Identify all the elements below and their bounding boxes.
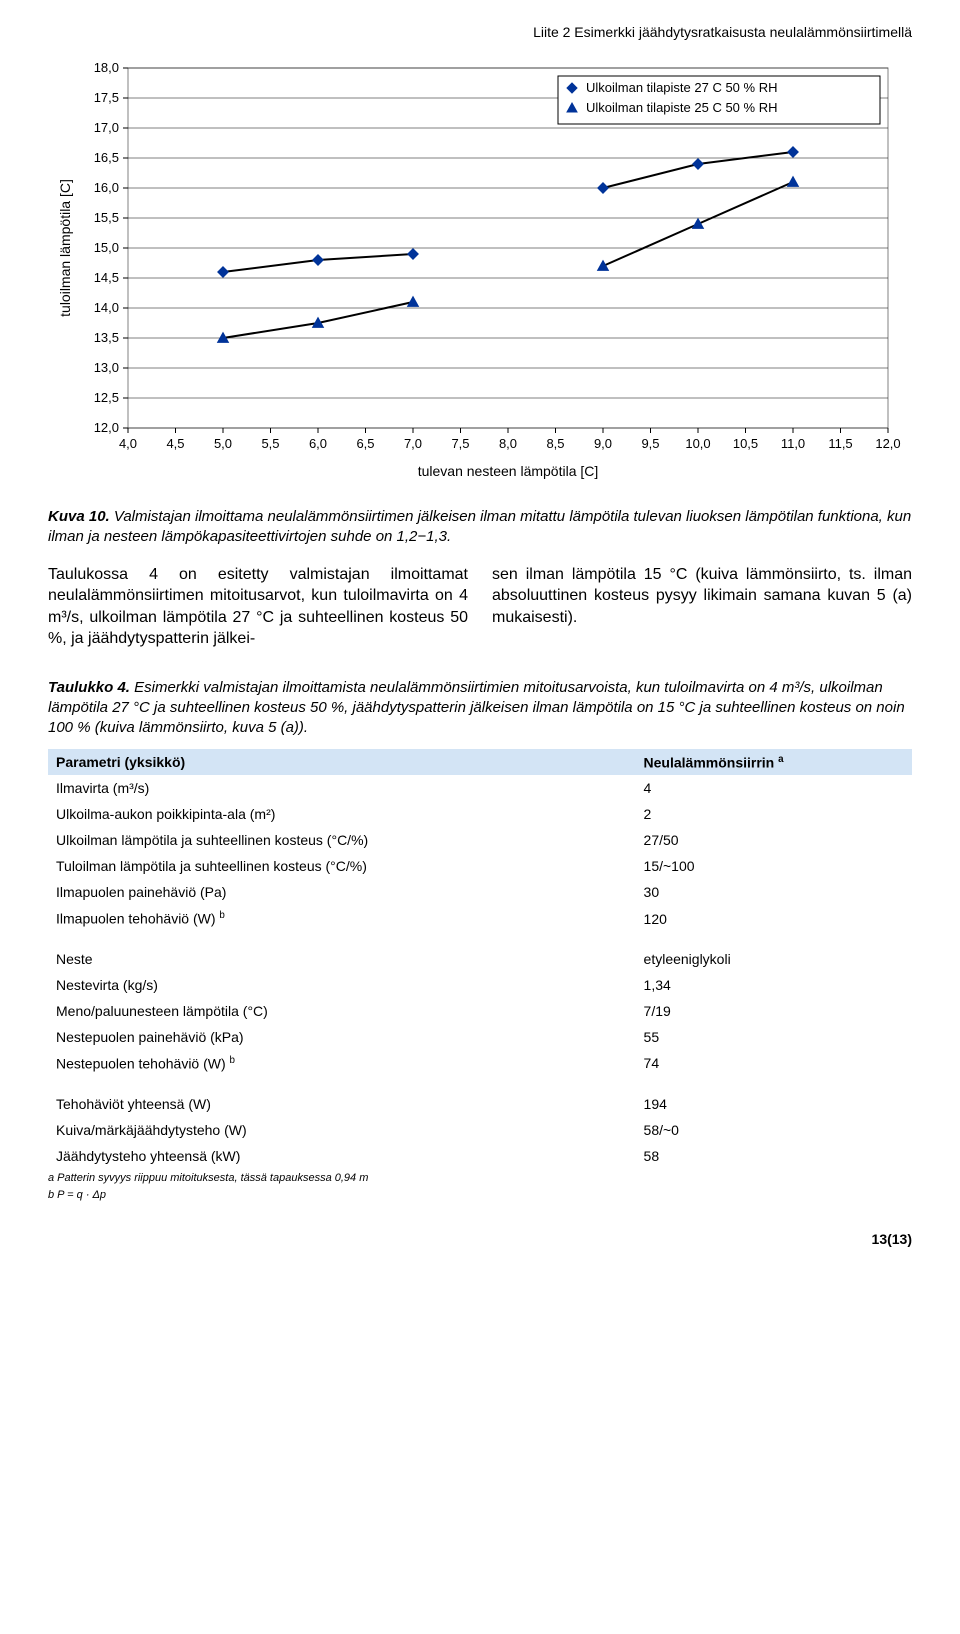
svg-text:6,0: 6,0 <box>309 436 327 451</box>
table-cell-value: 2 <box>636 801 912 827</box>
table-row: Jäähdytysteho yhteensä (kW)58 <box>48 1143 912 1169</box>
svg-text:7,5: 7,5 <box>451 436 469 451</box>
svg-text:13,5: 13,5 <box>94 330 119 345</box>
svg-text:9,0: 9,0 <box>594 436 612 451</box>
figure-caption: Kuva 10. Valmistajan ilmoittama neulaläm… <box>48 507 912 548</box>
parameters-table: Parametri (yksikkö)Neulalämmönsiirrin aI… <box>48 749 912 1169</box>
body-col-left: Taulukossa 4 on esitetty valmistajan ilm… <box>48 564 468 650</box>
table-row: Nestepuolen painehäviö (kPa)55 <box>48 1024 912 1050</box>
table-cell-value: 58 <box>636 1143 912 1169</box>
table-header-param: Parametri (yksikkö) <box>48 749 636 776</box>
svg-text:9,5: 9,5 <box>641 436 659 451</box>
table-cell-value: 194 <box>636 1091 912 1117</box>
svg-text:15,0: 15,0 <box>94 240 119 255</box>
footnote: a Patterin syvyys riippuu mitoituksesta,… <box>48 1171 912 1186</box>
table-cell-param: Ilmavirta (m³/s) <box>48 775 636 801</box>
svg-text:Ulkoilman tilapiste 27 C 50 %: Ulkoilman tilapiste 27 C 50 % RH <box>586 80 777 95</box>
table-header-row: Parametri (yksikkö)Neulalämmönsiirrin a <box>48 749 912 776</box>
table-spacer <box>48 1077 912 1091</box>
table-cell-value: 7/19 <box>636 998 912 1024</box>
svg-text:10,0: 10,0 <box>685 436 710 451</box>
table-cell-param: Jäähdytysteho yhteensä (kW) <box>48 1143 636 1169</box>
table-cell-value: 27/50 <box>636 827 912 853</box>
svg-text:17,5: 17,5 <box>94 90 119 105</box>
svg-text:13,0: 13,0 <box>94 360 119 375</box>
svg-text:14,0: 14,0 <box>94 300 119 315</box>
page-number: 13(13) <box>48 1231 912 1247</box>
table-cell-value: 1,34 <box>636 972 912 998</box>
table-cell-param: Tuloilman lämpötila ja suhteellinen kost… <box>48 853 636 879</box>
table-cell-param: Ulkoilma-aukon poikkipinta-ala (m²) <box>48 801 636 827</box>
svg-text:8,0: 8,0 <box>499 436 517 451</box>
table-row: Meno/paluunesteen lämpötila (°C)7/19 <box>48 998 912 1024</box>
table-row: Nestevirta (kg/s)1,34 <box>48 972 912 998</box>
table-row: Ulkoilma-aukon poikkipinta-ala (m²)2 <box>48 801 912 827</box>
table-cell-param: Ilmapuolen tehohäviö (W) b <box>48 905 636 932</box>
svg-text:4,5: 4,5 <box>166 436 184 451</box>
table-row: Ilmavirta (m³/s)4 <box>48 775 912 801</box>
svg-text:11,0: 11,0 <box>781 436 805 451</box>
table-cell-value: 120 <box>636 905 912 932</box>
table-cell-param: Nestepuolen painehäviö (kPa) <box>48 1024 636 1050</box>
table-cell-param: Ulkoilman lämpötila ja suhteellinen kost… <box>48 827 636 853</box>
svg-text:11,5: 11,5 <box>828 436 852 451</box>
svg-text:tulevan nesteen lämpötila [C]: tulevan nesteen lämpötila [C] <box>418 463 599 479</box>
table-row: Nesteetyleeniglykoli <box>48 946 912 972</box>
table-cell-value: 4 <box>636 775 912 801</box>
svg-text:5,0: 5,0 <box>214 436 232 451</box>
page-header: Liite 2 Esimerkki jäähdytysratkaisusta n… <box>48 24 912 40</box>
table-spacer <box>48 932 912 946</box>
table-cell-value: 74 <box>636 1050 912 1077</box>
footnote: b P = q · Δp <box>48 1188 912 1203</box>
svg-text:5,5: 5,5 <box>261 436 279 451</box>
svg-text:18,0: 18,0 <box>94 60 119 75</box>
table-cell-value: 30 <box>636 879 912 905</box>
table-row: Tuloilman lämpötila ja suhteellinen kost… <box>48 853 912 879</box>
table-cell-param: Neste <box>48 946 636 972</box>
table-row: Nestepuolen tehohäviö (W) b74 <box>48 1050 912 1077</box>
table-cell-param: Kuiva/märkäjäähdytysteho (W) <box>48 1117 636 1143</box>
table-cell-value: 15/~100 <box>636 853 912 879</box>
chart-container: 12,0 12,5 13,0 13,5 14,0 14,5 15,0 15,5 16,0 16,5… <box>48 58 912 493</box>
table-row: Ilmapuolen painehäviö (Pa)30 <box>48 879 912 905</box>
table-cell-param: Ilmapuolen painehäviö (Pa) <box>48 879 636 905</box>
table-caption: Taulukko 4. Esimerkki valmistajan ilmoit… <box>48 678 912 739</box>
table-row: Kuiva/märkäjäähdytysteho (W)58/~0 <box>48 1117 912 1143</box>
svg-text:12,0: 12,0 <box>875 436 900 451</box>
table-cell-param: Nestepuolen tehohäviö (W) b <box>48 1050 636 1077</box>
svg-text:12,0: 12,0 <box>94 420 119 435</box>
figure-label: Kuva 10. <box>48 508 110 525</box>
svg-text:8,5: 8,5 <box>546 436 564 451</box>
table-cell-value: 55 <box>636 1024 912 1050</box>
svg-text:15,5: 15,5 <box>94 210 119 225</box>
table-cell-param: Meno/paluunesteen lämpötila (°C) <box>48 998 636 1024</box>
table-row: Ulkoilman lämpötila ja suhteellinen kost… <box>48 827 912 853</box>
table-header-value: Neulalämmönsiirrin a <box>636 749 912 776</box>
svg-text:tuloilman lämpötila [C]: tuloilman lämpötila [C] <box>57 179 73 317</box>
svg-text:10,5: 10,5 <box>733 436 758 451</box>
scatter-chart: 12,0 12,5 13,0 13,5 14,0 14,5 15,0 15,5 16,0 16,5… <box>48 58 908 488</box>
table-cell-param: Nestevirta (kg/s) <box>48 972 636 998</box>
svg-text:6,5: 6,5 <box>356 436 374 451</box>
svg-text:16,0: 16,0 <box>94 180 119 195</box>
svg-text:17,0: 17,0 <box>94 120 119 135</box>
svg-text:Ulkoilman tilapiste 25 C 50 %: Ulkoilman tilapiste 25 C 50 % RH <box>586 100 777 115</box>
table-caption-text: Esimerkki valmistajan ilmoittamista neul… <box>48 679 905 737</box>
svg-text:14,5: 14,5 <box>94 270 119 285</box>
table-cell-value: 58/~0 <box>636 1117 912 1143</box>
svg-text:12,5: 12,5 <box>94 390 119 405</box>
table-row: Tehohäviöt yhteensä (W)194 <box>48 1091 912 1117</box>
figure-caption-text: Valmistajan ilmoittama neulalämmönsiirti… <box>48 508 911 545</box>
svg-text:16,5: 16,5 <box>94 150 119 165</box>
footnotes: a Patterin syvyys riippuu mitoituksesta,… <box>48 1171 912 1204</box>
table-label: Taulukko 4. <box>48 679 130 696</box>
table-cell-param: Tehohäviöt yhteensä (W) <box>48 1091 636 1117</box>
table-cell-value: etyleeniglykoli <box>636 946 912 972</box>
table-row: Ilmapuolen tehohäviö (W) b120 <box>48 905 912 932</box>
body-col-right: sen ilman lämpötila 15 °C (kuiva lämmöns… <box>492 564 912 650</box>
body-columns: Taulukossa 4 on esitetty valmistajan ilm… <box>48 564 912 650</box>
svg-text:4,0: 4,0 <box>119 436 137 451</box>
svg-text:7,0: 7,0 <box>404 436 422 451</box>
